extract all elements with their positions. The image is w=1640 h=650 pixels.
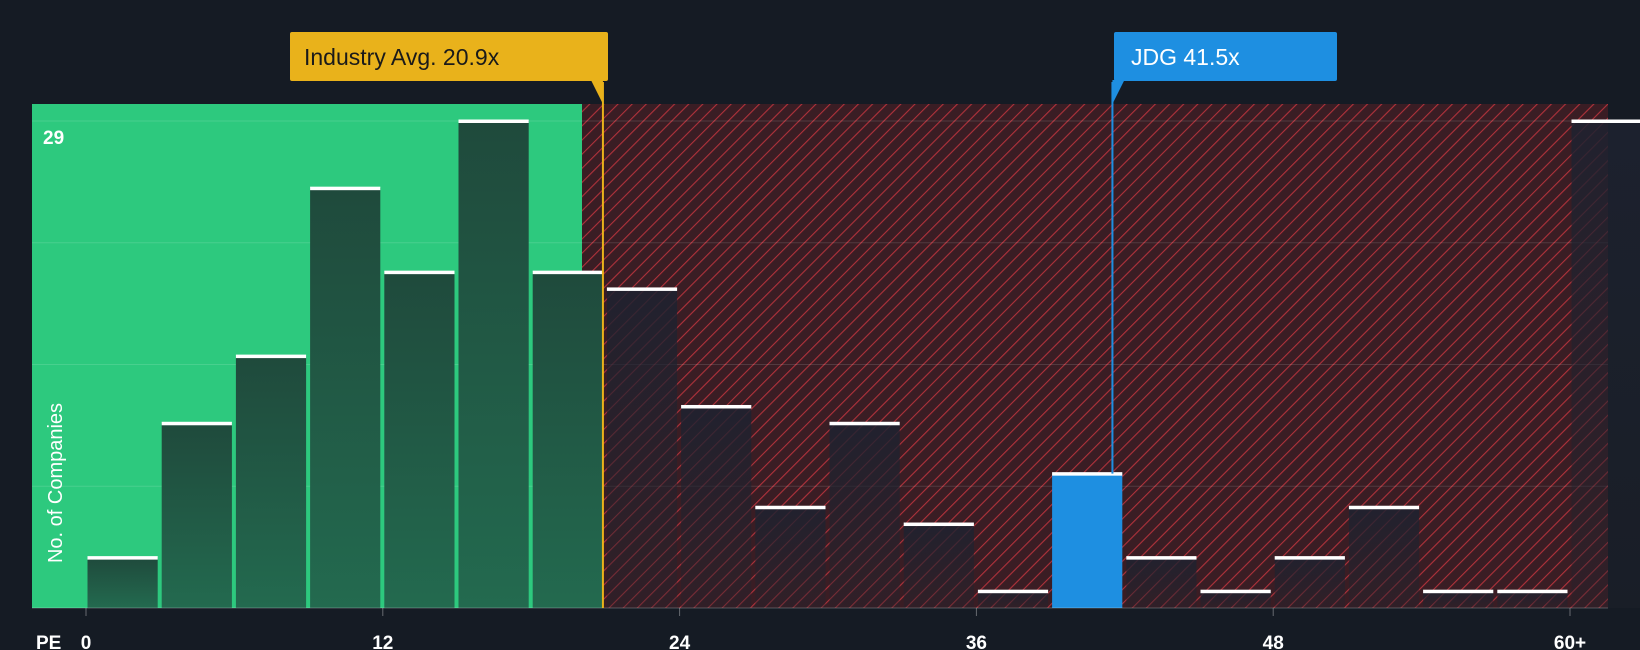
bars-layer bbox=[32, 119, 1640, 609]
histogram-bar-cap-12 bbox=[977, 589, 1049, 594]
histogram-bar-16 bbox=[1274, 557, 1345, 608]
histogram-bar-8 bbox=[681, 406, 752, 608]
histogram-bar-cap-0 bbox=[87, 556, 158, 560]
x-tick-label-3: 36 bbox=[966, 633, 987, 650]
histogram-bar-11 bbox=[903, 524, 974, 608]
histogram-bar-5 bbox=[458, 121, 529, 608]
histogram-bar-cap-16 bbox=[1274, 556, 1345, 560]
histogram-bar-12 bbox=[977, 591, 1049, 608]
histogram-bar-7 bbox=[606, 288, 678, 608]
x-tick-label-0: 0 bbox=[81, 633, 92, 650]
histogram-bar-18 bbox=[1423, 591, 1494, 608]
histogram-bar-0 bbox=[87, 557, 158, 608]
x-axis: 0 12 24 36 48 60+ bbox=[81, 608, 1586, 650]
industry-avg-label: Industry Avg. 20.9x bbox=[304, 44, 500, 70]
x-axis-label: PE bbox=[36, 633, 61, 650]
industry-avg-callout-pointer bbox=[590, 80, 603, 104]
y-max-tick-label: 29 bbox=[43, 128, 64, 149]
histogram-bar-cap-18 bbox=[1423, 589, 1494, 594]
histogram-bar-cap-7 bbox=[606, 287, 678, 291]
x-tick-label-2: 24 bbox=[669, 633, 691, 650]
x-tick-label-5: 60+ bbox=[1554, 633, 1586, 650]
histogram-bar-cap-9 bbox=[755, 505, 826, 510]
company-pe-callout bbox=[1114, 32, 1337, 81]
histogram-bar-cap-20 bbox=[1571, 119, 1640, 123]
histogram-bar-10 bbox=[829, 423, 900, 608]
histogram-bar-19 bbox=[1497, 591, 1568, 608]
reference-lines-layer: Industry Avg. 20.9x JDG 41.5x bbox=[290, 32, 1337, 608]
histogram-bar-4 bbox=[384, 272, 455, 608]
histogram-bar-17 bbox=[1348, 507, 1420, 608]
histogram-bar-2 bbox=[235, 356, 307, 608]
histogram-bar-20 bbox=[1571, 121, 1640, 608]
histogram-bar-15 bbox=[1200, 591, 1271, 608]
x-tick-label-4: 48 bbox=[1263, 633, 1284, 650]
histogram-bar-cap-6 bbox=[532, 270, 603, 275]
histogram-bar-1 bbox=[161, 423, 232, 608]
histogram-bar-cap-14 bbox=[1126, 556, 1197, 560]
industry-avg-callout bbox=[290, 32, 608, 81]
histogram-bar-6 bbox=[532, 272, 603, 608]
histogram-bar-3 bbox=[310, 188, 381, 608]
histogram-bar-cap-10 bbox=[829, 421, 900, 426]
histogram-bar-14 bbox=[1126, 557, 1197, 608]
histogram-bar-cap-8 bbox=[681, 404, 752, 409]
y-axis-label: No. of Companies bbox=[45, 403, 67, 563]
histogram-bar-cap-4 bbox=[384, 270, 455, 275]
histogram-bar-cap-5 bbox=[458, 119, 529, 123]
histogram-bar-cap-19 bbox=[1497, 589, 1568, 594]
company-pe-label: JDG 41.5x bbox=[1131, 44, 1240, 70]
histogram-bar-13 bbox=[1052, 473, 1123, 608]
histogram-bar-cap-2 bbox=[235, 354, 307, 359]
histogram-bar-cap-3 bbox=[310, 186, 381, 191]
histogram-bar-cap-1 bbox=[161, 421, 232, 426]
histogram-bar-cap-11 bbox=[903, 522, 974, 527]
x-tick-label-1: 12 bbox=[372, 633, 393, 650]
histogram-bar-cap-15 bbox=[1200, 589, 1271, 594]
histogram-bar-cap-17 bbox=[1348, 505, 1420, 510]
histogram-bar-cap-13 bbox=[1052, 472, 1123, 476]
histogram-bar-9 bbox=[755, 507, 826, 608]
company-pe-callout-pointer bbox=[1112, 80, 1125, 104]
